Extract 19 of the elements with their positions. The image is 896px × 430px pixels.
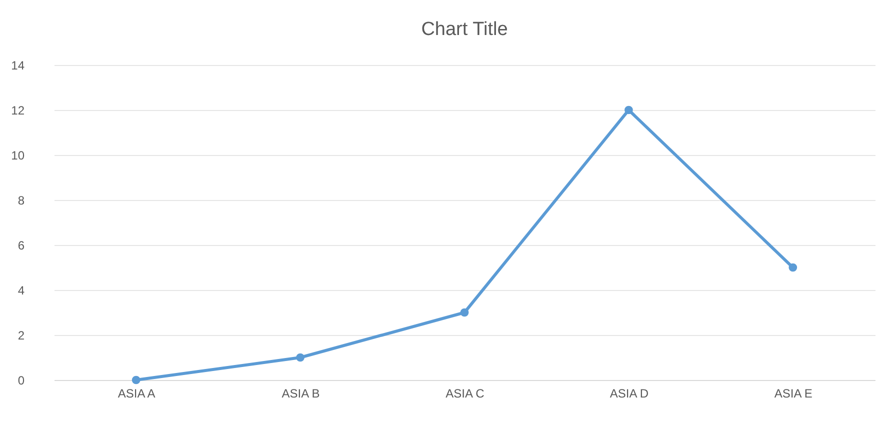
- y-tick-label: 6: [18, 238, 25, 252]
- point: [788, 263, 798, 272]
- y-tick-label: 10: [11, 148, 25, 162]
- y-tick-label: 4: [18, 284, 25, 298]
- x-tick-label: ASIA E: [774, 386, 812, 400]
- point: [296, 353, 304, 362]
- y-tick-label: 14: [11, 58, 25, 72]
- y-tick-label: 8: [18, 194, 25, 208]
- x-tick-label: ASIA B: [282, 386, 320, 400]
- point: [624, 106, 633, 114]
- point: [132, 376, 140, 384]
- x-tick-label: ASIA A: [118, 386, 156, 400]
- chart-title: Chart Title: [421, 19, 508, 40]
- x-tick-label: ASIA D: [610, 386, 649, 400]
- y-tick-label: 2: [18, 328, 25, 342]
- y-tick-label: 12: [11, 104, 25, 118]
- x-tick-label: ASIA C: [446, 386, 485, 400]
- point: [460, 308, 469, 317]
- y-tick-label: 0: [18, 374, 25, 388]
